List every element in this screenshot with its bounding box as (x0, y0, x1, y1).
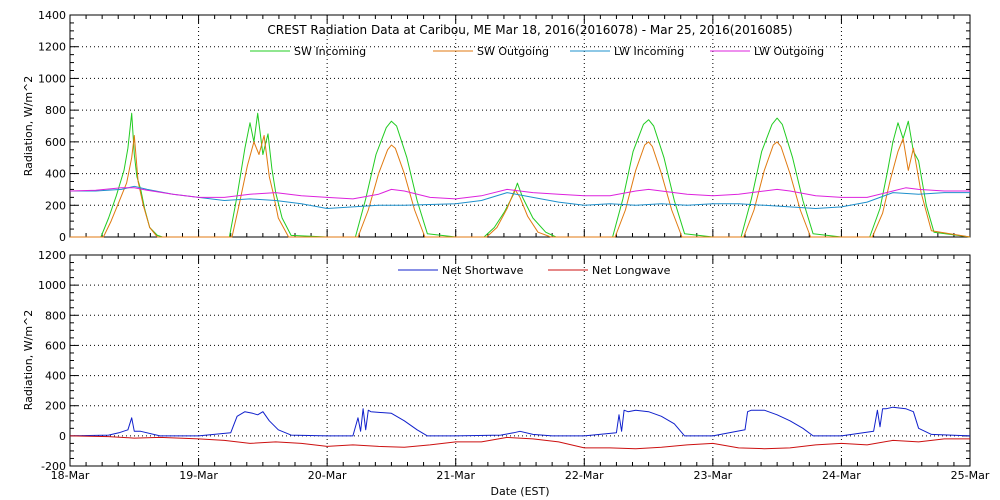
series-line-net-shortwave (69, 406, 971, 437)
y-tick-label: 600 (45, 339, 66, 352)
x-tick-label: 25-Mar (951, 469, 990, 482)
top-grid (70, 15, 970, 237)
legend-label: LW Outgoing (754, 45, 824, 58)
y-tick-label: 200 (45, 400, 66, 413)
x-tick-label: 21-Mar (436, 469, 475, 482)
bottom-x-axis: 18-Mar 19-Mar 20-Mar 21-Mar 22-Mar 23-Mar 24-M… (51, 255, 990, 482)
top-chart-title: CREST Radiation Data at Caribou, ME Mar … (267, 23, 792, 37)
legend-label: Net Longwave (592, 264, 671, 277)
incoming-outgoing-panel: 0 200 400 600 800 1000 1200 1400 CREST Radiatio… (22, 9, 971, 244)
x-axis-label: Date (EST) (490, 485, 549, 498)
y-tick-label: 1000 (38, 72, 66, 85)
y-tick-label: 0 (59, 231, 66, 244)
bottom-plot-frame (69, 254, 971, 467)
bottom-grid (70, 255, 970, 466)
legend-label: LW Incoming (614, 45, 684, 58)
x-tick-label: 18-Mar (51, 469, 90, 482)
legend-label: SW Incoming (294, 45, 366, 58)
x-tick-label: 22-Mar (565, 469, 604, 482)
series-line-lw-outgoing (69, 187, 970, 200)
top-legend: SW Incoming SW Outgoing LW Incoming LW Outg… (250, 45, 824, 58)
y-tick-label: 800 (45, 104, 66, 117)
top-series-lines (69, 112, 971, 238)
x-tick-label: 24-Mar (822, 469, 861, 482)
y-tick-label: 1400 (38, 9, 66, 22)
bottom-y-axis-label: Radiation, W/m^2 (22, 310, 35, 411)
y-tick-label: 1200 (38, 249, 66, 262)
x-tick-label: 23-Mar (693, 469, 732, 482)
y-tick-label: 800 (45, 309, 66, 322)
y-tick-label: 1200 (38, 41, 66, 54)
y-tick-label: 1000 (38, 279, 66, 292)
top-y-axis: 0 200 400 600 800 1000 1200 1400 (38, 9, 970, 244)
bottom-legend: Net Shortwave Net Longwave (398, 264, 671, 277)
legend-label: SW Outgoing (477, 45, 549, 58)
y-tick-label: 400 (45, 370, 66, 383)
series-line-sw-outgoing (70, 135, 971, 238)
y-tick-label: -200 (41, 460, 66, 473)
series-line-sw-incoming (70, 112, 971, 238)
x-tick-label: 19-Mar (179, 469, 218, 482)
x-tick-label: 20-Mar (308, 469, 347, 482)
top-y-axis-label: Radiation, W/m^2 (22, 76, 35, 177)
y-tick-label: 400 (45, 168, 66, 181)
series-line-net-longwave (69, 435, 970, 450)
bottom-series-lines (69, 406, 971, 450)
net-radiation-panel: -200 0 200 400 600 800 1000 1200 18-Mar 19-Mar 20… (22, 249, 990, 498)
legend-label: Net Shortwave (442, 264, 524, 277)
y-tick-label: 200 (45, 199, 66, 212)
top-x-ticks (69, 15, 971, 237)
y-tick-label: 0 (59, 430, 66, 443)
y-tick-label: 600 (45, 136, 66, 149)
bottom-y-axis: -200 0 200 400 600 800 1000 1200 (38, 249, 970, 473)
